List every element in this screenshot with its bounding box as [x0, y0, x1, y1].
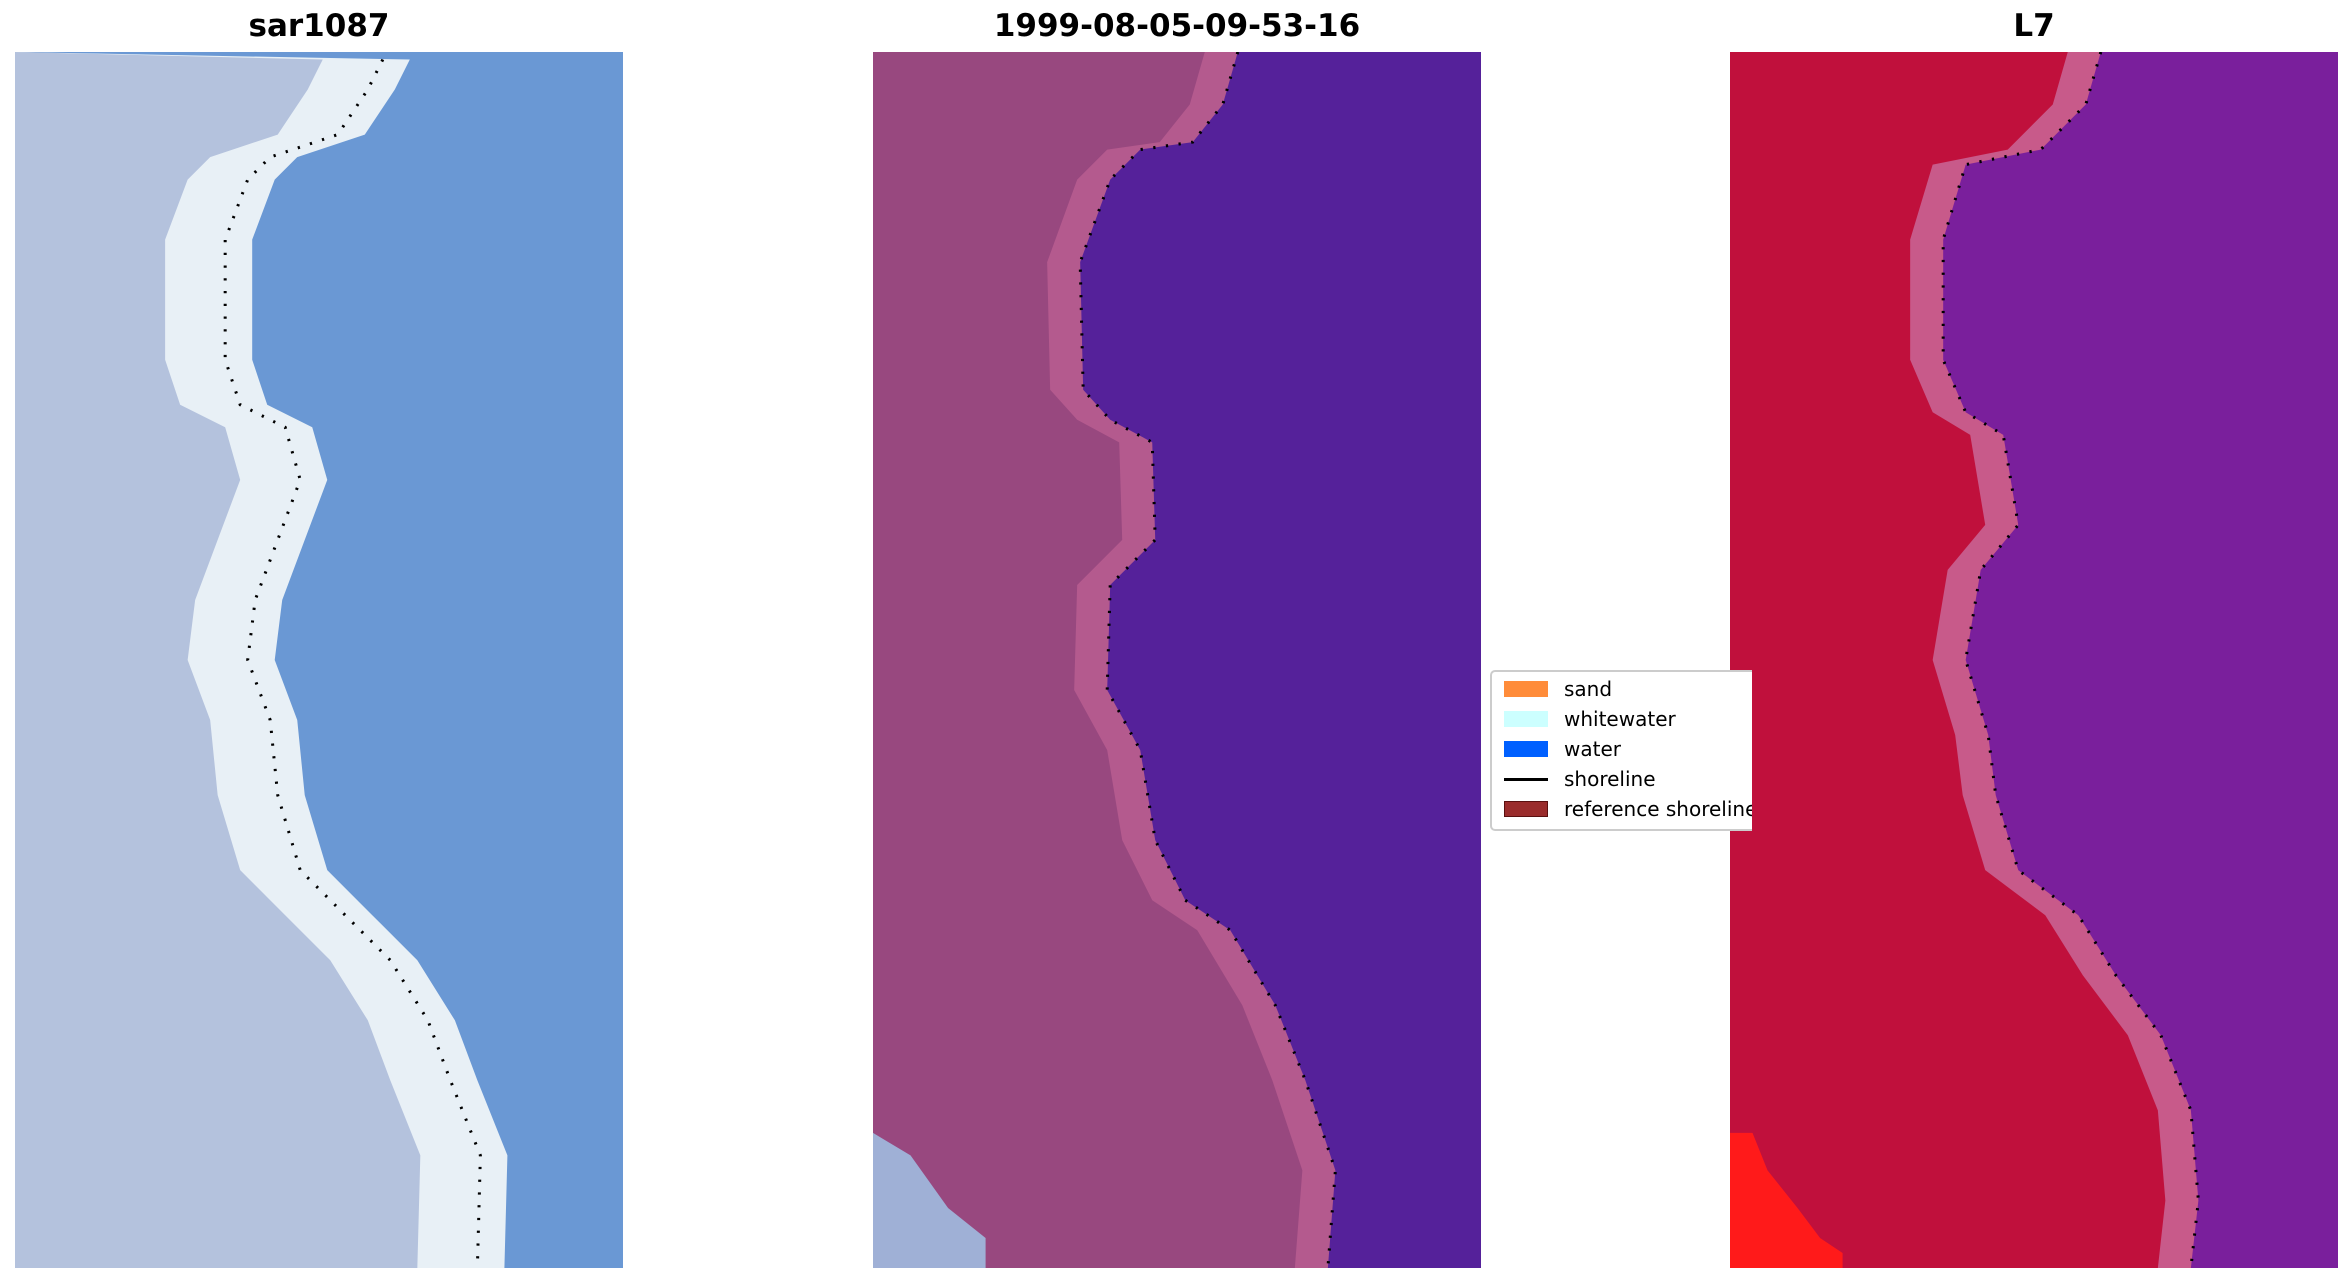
legend-item-whitewater: whitewater	[1504, 704, 1676, 734]
index-image-panel	[1730, 52, 2338, 1268]
panel-title-satellite: L7	[2013, 8, 2055, 44]
legend-label: reference shoreline	[1564, 797, 1752, 821]
classified-image-panel	[873, 52, 1481, 1268]
water-swatch	[1504, 741, 1548, 757]
legend: sand whitewater water shoreline referenc…	[1490, 670, 1752, 831]
land-patch	[873, 1132, 986, 1268]
bright-patch	[1730, 1132, 1843, 1268]
legend-label: water	[1564, 737, 1621, 761]
panel-title-date: 1999-08-05-09-53-16	[993, 8, 1361, 44]
legend-item-reference-shoreline: reference shoreline	[1504, 794, 1752, 824]
sand-swatch	[1504, 681, 1548, 697]
whitewater-swatch	[1504, 711, 1548, 727]
land-area	[15, 52, 421, 1268]
legend-item-shoreline: shoreline	[1504, 764, 1656, 794]
land-area	[873, 52, 1303, 1268]
legend-label: shoreline	[1564, 767, 1656, 791]
legend-label: whitewater	[1564, 707, 1676, 731]
legend-item-sand: sand	[1504, 674, 1612, 704]
shoreline-line-swatch	[1504, 777, 1548, 781]
shoreline	[1941, 52, 2200, 1268]
legend-item-water: water	[1504, 734, 1621, 764]
legend-label: sand	[1564, 677, 1613, 701]
land-area	[1730, 52, 2166, 1268]
panel-title-sar: sar1087	[248, 8, 390, 44]
rgb-image-panel	[15, 52, 623, 1268]
reference-shoreline-swatch	[1504, 801, 1548, 817]
